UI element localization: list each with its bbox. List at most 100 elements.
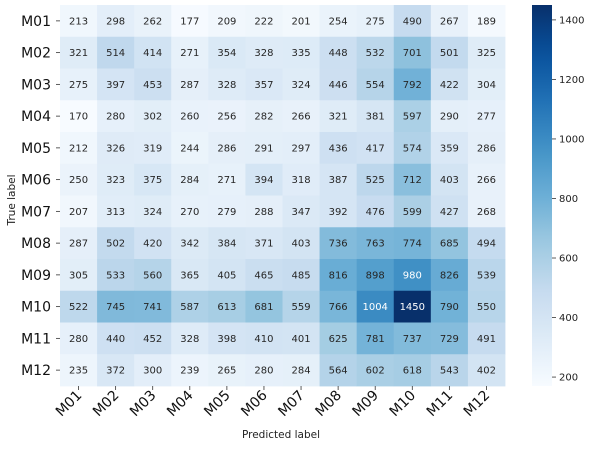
heatmap-cell xyxy=(171,259,209,292)
y-tick-label: M05 xyxy=(21,141,51,157)
y-tick-label: M04 xyxy=(21,109,51,125)
heatmap-cell xyxy=(245,132,283,165)
heatmap-cell xyxy=(282,354,320,387)
heatmap-cell xyxy=(356,36,395,69)
cell-value-label: 514 xyxy=(106,48,125,59)
heatmap-cell xyxy=(245,195,283,228)
cell-value-label: 288 xyxy=(254,207,273,218)
cell-value-label: 394 xyxy=(254,175,273,186)
heatmap-cell xyxy=(60,259,98,292)
heatmap-cell xyxy=(171,163,209,196)
heatmap-cell xyxy=(245,354,283,387)
cell-value-label: 328 xyxy=(180,334,199,345)
cell-value-label: 286 xyxy=(217,143,236,154)
heatmap-cell xyxy=(282,36,320,69)
y-tick-label: M08 xyxy=(21,236,51,252)
heatmap-cell xyxy=(393,195,432,228)
heatmap-cell xyxy=(97,227,135,260)
heatmap-cell xyxy=(430,68,469,101)
cell-value-label: 271 xyxy=(180,48,199,59)
heatmap-cell xyxy=(282,163,320,196)
cell-value-label: 397 xyxy=(106,80,125,91)
heatmap-cell xyxy=(208,354,246,387)
x-tick-label: M05 xyxy=(201,388,233,420)
heatmap-cell xyxy=(171,36,209,69)
cell-value-label: 403 xyxy=(291,239,310,250)
cell-value-label: 766 xyxy=(329,302,348,313)
heatmap-cell xyxy=(282,290,320,323)
heatmap-cell xyxy=(319,163,358,196)
cell-value-label: 736 xyxy=(329,239,348,250)
heatmap-cell xyxy=(208,259,246,292)
y-tick-label: M01 xyxy=(21,14,51,30)
x-tick-label: M03 xyxy=(127,388,159,420)
heatmap-cell xyxy=(245,290,283,323)
cell-value-label: 625 xyxy=(329,334,348,345)
x-tick-label: M01 xyxy=(53,388,85,420)
cell-value-label: 177 xyxy=(180,16,199,27)
heatmap-cell xyxy=(430,36,469,69)
heatmap-cell xyxy=(430,322,469,355)
cell-value-label: 298 xyxy=(106,16,125,27)
cell-value-label: 297 xyxy=(291,143,310,154)
cell-value-label: 335 xyxy=(291,48,310,59)
heatmap-cell xyxy=(356,322,395,355)
cell-value-label: 291 xyxy=(254,143,273,154)
heatmap-cell xyxy=(430,163,469,196)
cell-value-label: 532 xyxy=(366,48,385,59)
heatmap-cell xyxy=(319,354,358,387)
heatmap-cell xyxy=(319,227,358,260)
cell-value-label: 781 xyxy=(366,334,385,345)
cell-value-label: 325 xyxy=(477,48,496,59)
heatmap-cell xyxy=(282,227,320,260)
cell-value-label: 284 xyxy=(291,366,310,377)
heatmap-cell xyxy=(60,163,98,196)
heatmap-cell xyxy=(97,195,135,228)
cell-value-label: 491 xyxy=(477,334,496,345)
cell-value-label: 189 xyxy=(477,16,496,27)
cell-value-label: 222 xyxy=(254,16,273,27)
cell-value-label: 265 xyxy=(217,366,236,377)
heatmap-cell xyxy=(467,132,506,165)
cell-value-label: 701 xyxy=(403,48,422,59)
cell-value-label: 554 xyxy=(366,80,385,91)
heatmap-cell xyxy=(171,227,209,260)
heatmap-cell xyxy=(171,100,209,133)
cell-value-label: 599 xyxy=(403,207,422,218)
cell-value-label: 268 xyxy=(477,207,496,218)
heatmap-cell xyxy=(134,163,172,196)
y-tick-labels: M01 M02 M03 M04 M05 M06 M07 M08 M09 M10 M11 M12 xyxy=(21,14,60,379)
heatmap-cell xyxy=(393,290,432,323)
heatmap-cell xyxy=(134,259,172,292)
heatmap-cell xyxy=(393,322,432,355)
heatmap-cell xyxy=(171,68,209,101)
y-tick-label: M06 xyxy=(21,173,51,189)
cell-value-label: 275 xyxy=(366,16,385,27)
cell-value-label: 745 xyxy=(106,302,125,313)
x-tick-label: M09 xyxy=(350,388,382,420)
colorbar-tick-label: 1200 xyxy=(559,75,584,86)
heatmap-cell xyxy=(356,132,395,165)
cell-value-label: 414 xyxy=(143,48,162,59)
colorbar-tick-label: 600 xyxy=(559,254,578,265)
cell-value-label: 284 xyxy=(180,175,199,186)
heatmap-cell xyxy=(356,100,395,133)
cell-value-label: 564 xyxy=(329,366,348,377)
x-tick-label: M04 xyxy=(164,387,197,420)
heatmap-cell xyxy=(319,195,358,228)
heatmap-cell xyxy=(134,132,172,165)
heatmap-cell xyxy=(245,36,283,69)
heatmap-cell xyxy=(60,322,98,355)
cell-value-label: 212 xyxy=(69,143,88,154)
cell-value-label: 342 xyxy=(180,239,199,250)
heatmap-cell xyxy=(97,5,135,38)
cell-value-label: 618 xyxy=(403,366,422,377)
heatmap-cell xyxy=(467,227,506,260)
cell-value-label: 550 xyxy=(477,302,496,313)
cell-value-label: 318 xyxy=(291,175,310,186)
heatmap-cell xyxy=(319,5,358,38)
heatmap-cell xyxy=(282,132,320,165)
heatmap-cell xyxy=(97,259,135,292)
heatmap-cell xyxy=(393,68,432,101)
